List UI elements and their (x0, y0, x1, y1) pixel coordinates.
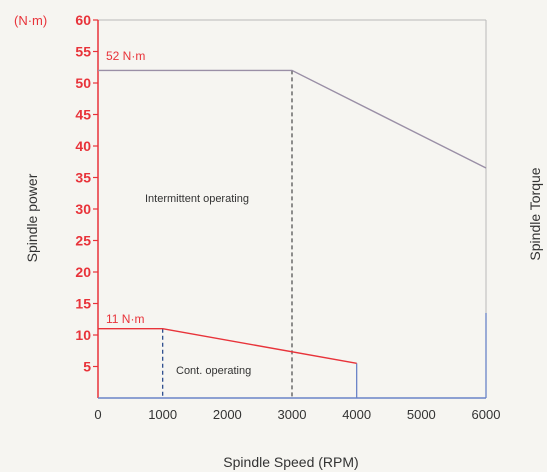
y-tick-label-20: 20 (75, 264, 91, 280)
y-tick-label-45: 45 (75, 107, 91, 123)
x-axis-title: Spindle Speed (RPM) (223, 454, 358, 470)
y-tick-group: 5 10 15 20 25 30 35 40 45 50 55 60 (75, 12, 98, 375)
x-tick-label-4000: 4000 (342, 407, 371, 422)
series-group (98, 69, 487, 365)
y-tick-label-50: 50 (75, 75, 91, 91)
y-tick-label-40: 40 (75, 138, 91, 154)
y-axis-title-left: Spindle power (24, 173, 40, 262)
x-tick-label-2000: 2000 (213, 407, 242, 422)
series-line-1 (98, 328, 357, 365)
series-line-0 (98, 69, 487, 169)
y-tick-label-5: 5 (83, 359, 91, 375)
x-tick-label-1000: 1000 (148, 407, 177, 422)
peak-torque-label: 52 N·m (106, 49, 145, 63)
x-tick-label-3000: 3000 (278, 407, 307, 422)
continuous-label: Cont. operating (176, 365, 251, 377)
y-tick-label-35: 35 (75, 170, 91, 186)
y-tick-label-60: 60 (75, 12, 91, 28)
y-unit-label: (N·m) (14, 13, 47, 28)
y-axis-title-right: Spindle Torque (527, 167, 543, 260)
y-tick-label-30: 30 (75, 201, 91, 217)
x-tick-label-5000: 5000 (407, 407, 436, 422)
intermittent-label: Intermittent operating (145, 193, 249, 205)
y-tick-label-10: 10 (75, 327, 91, 343)
y-tick-label-25: 25 (75, 233, 91, 249)
y-tick-label-55: 55 (75, 44, 91, 60)
x-tick-label-6000: 6000 (472, 407, 501, 422)
y-tick-label-15: 15 (75, 296, 91, 312)
guide-lines (162, 70, 487, 398)
cont-torque-label: 11 N·m (106, 312, 144, 326)
x-tick-label-0: 0 (94, 407, 101, 422)
x-tick-group: 0 1000 2000 3000 4000 5000 6000 (94, 407, 500, 422)
